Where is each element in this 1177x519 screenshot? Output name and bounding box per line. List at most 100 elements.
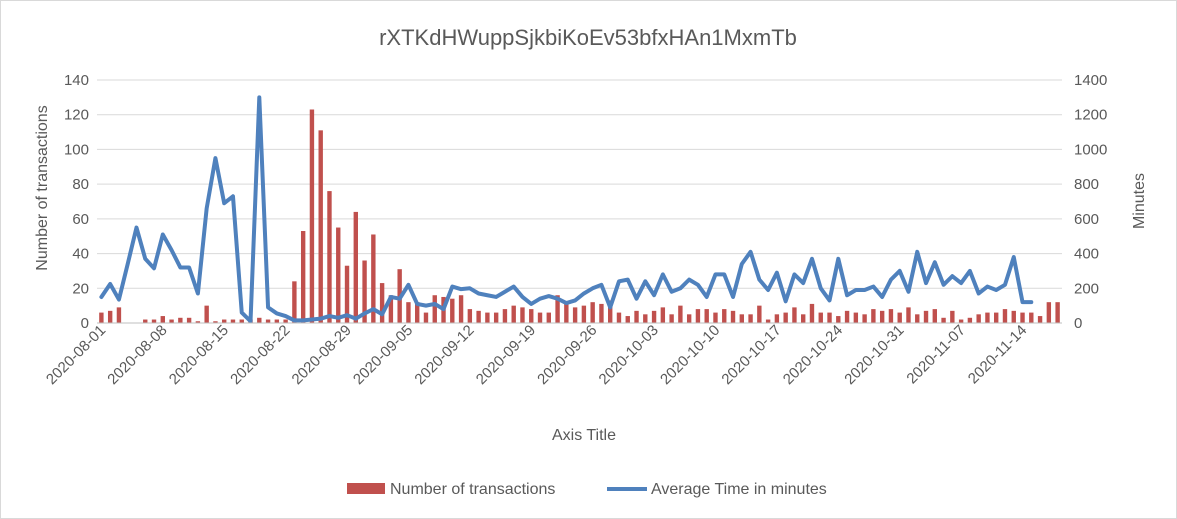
bar [537,312,543,323]
bar [704,309,709,323]
y-tick-label: 80 [72,176,89,193]
series-line [99,95,1034,324]
bar [792,307,797,323]
bar [608,300,613,323]
left-axis-ticks: 0 20 40 60 80 100 120 140 [64,72,89,332]
bar [362,260,367,323]
y-tick-label: 60 [72,211,89,228]
y-axis-title: Number of transactions [34,105,51,270]
bar [572,307,578,323]
bar [555,295,560,323]
bar [546,312,551,323]
bar [660,307,666,323]
bar [99,312,104,323]
x-tick-label: 2020-10-31 [841,322,907,388]
bar [967,317,973,323]
bar [511,305,516,323]
y2-tick-label: 400 [1074,246,1099,263]
bar [1029,312,1034,323]
bar [502,309,508,323]
legend-bars-label: Number of transactions [390,481,555,498]
bar [722,309,727,323]
bar [888,309,894,323]
bar [239,319,244,323]
bar [169,319,174,323]
bar [327,191,332,323]
bar [143,319,148,323]
bar [265,319,271,323]
bar [230,319,236,323]
bar [985,312,990,323]
bar [344,265,350,323]
bar [309,109,315,323]
bar [879,310,885,323]
bar [1055,302,1060,323]
bar [274,319,280,323]
bar [379,283,385,323]
bar [599,303,604,323]
bar [336,227,341,323]
x-tick-label: 2020-09-19 [473,322,539,388]
bar [590,302,595,323]
bar [476,310,481,323]
bar [836,316,841,323]
bar [195,321,201,323]
x-tick-label: 2020-09-05 [350,322,416,388]
bar [257,317,262,323]
x-tick-label: 2020-08-29 [289,322,355,388]
bar [757,305,762,323]
y2-axis-title: Minutes [1131,173,1148,229]
bar [713,312,718,323]
y2-tick-label: 1200 [1074,107,1107,124]
bar [204,305,209,323]
y-tick-label: 0 [81,315,89,332]
bar [678,305,683,323]
bar [818,312,823,323]
bar [976,314,981,323]
bar [1002,309,1008,323]
bar [292,281,297,323]
bar [730,310,736,323]
bar [450,298,455,323]
bar [178,317,183,323]
x-tick-label: 2020-08-15 [166,322,232,388]
y2-tick-label: 200 [1074,280,1099,297]
right-axis-ticks: 0 200 400 600 800 1000 1200 1400 [1074,72,1107,332]
bar [783,312,788,323]
bar [774,314,780,323]
bar [695,309,701,323]
bar [406,302,411,323]
bar [994,312,999,323]
bar [467,309,473,323]
legend-bars-swatch [347,483,385,494]
bar [353,211,358,323]
legend-line-label: Average Time in minutes [651,481,827,498]
bar [643,314,648,323]
bar [415,302,420,323]
y-tick-label: 40 [72,246,89,263]
x-tick-label: 2020-10-10 [657,322,723,388]
bar [300,231,306,323]
legend: Number of transactions Average Time in m… [347,481,827,498]
bar [906,307,911,323]
bar [669,314,674,323]
bar [748,314,753,323]
y2-tick-label: 1000 [1074,141,1107,158]
bar [897,312,902,323]
bar [318,130,323,323]
bar [564,302,569,323]
bar [827,312,832,323]
x-axis-title: Axis Title [552,427,616,444]
bar [862,314,867,323]
bar [932,309,937,323]
x-tick-label: 2020-08-01 [43,322,109,388]
bar [493,312,499,323]
bar [923,310,929,323]
bar [1046,302,1052,323]
bar-series [99,109,1060,323]
y-tick-label: 140 [64,72,89,89]
bar [616,312,622,323]
bar [801,314,806,323]
